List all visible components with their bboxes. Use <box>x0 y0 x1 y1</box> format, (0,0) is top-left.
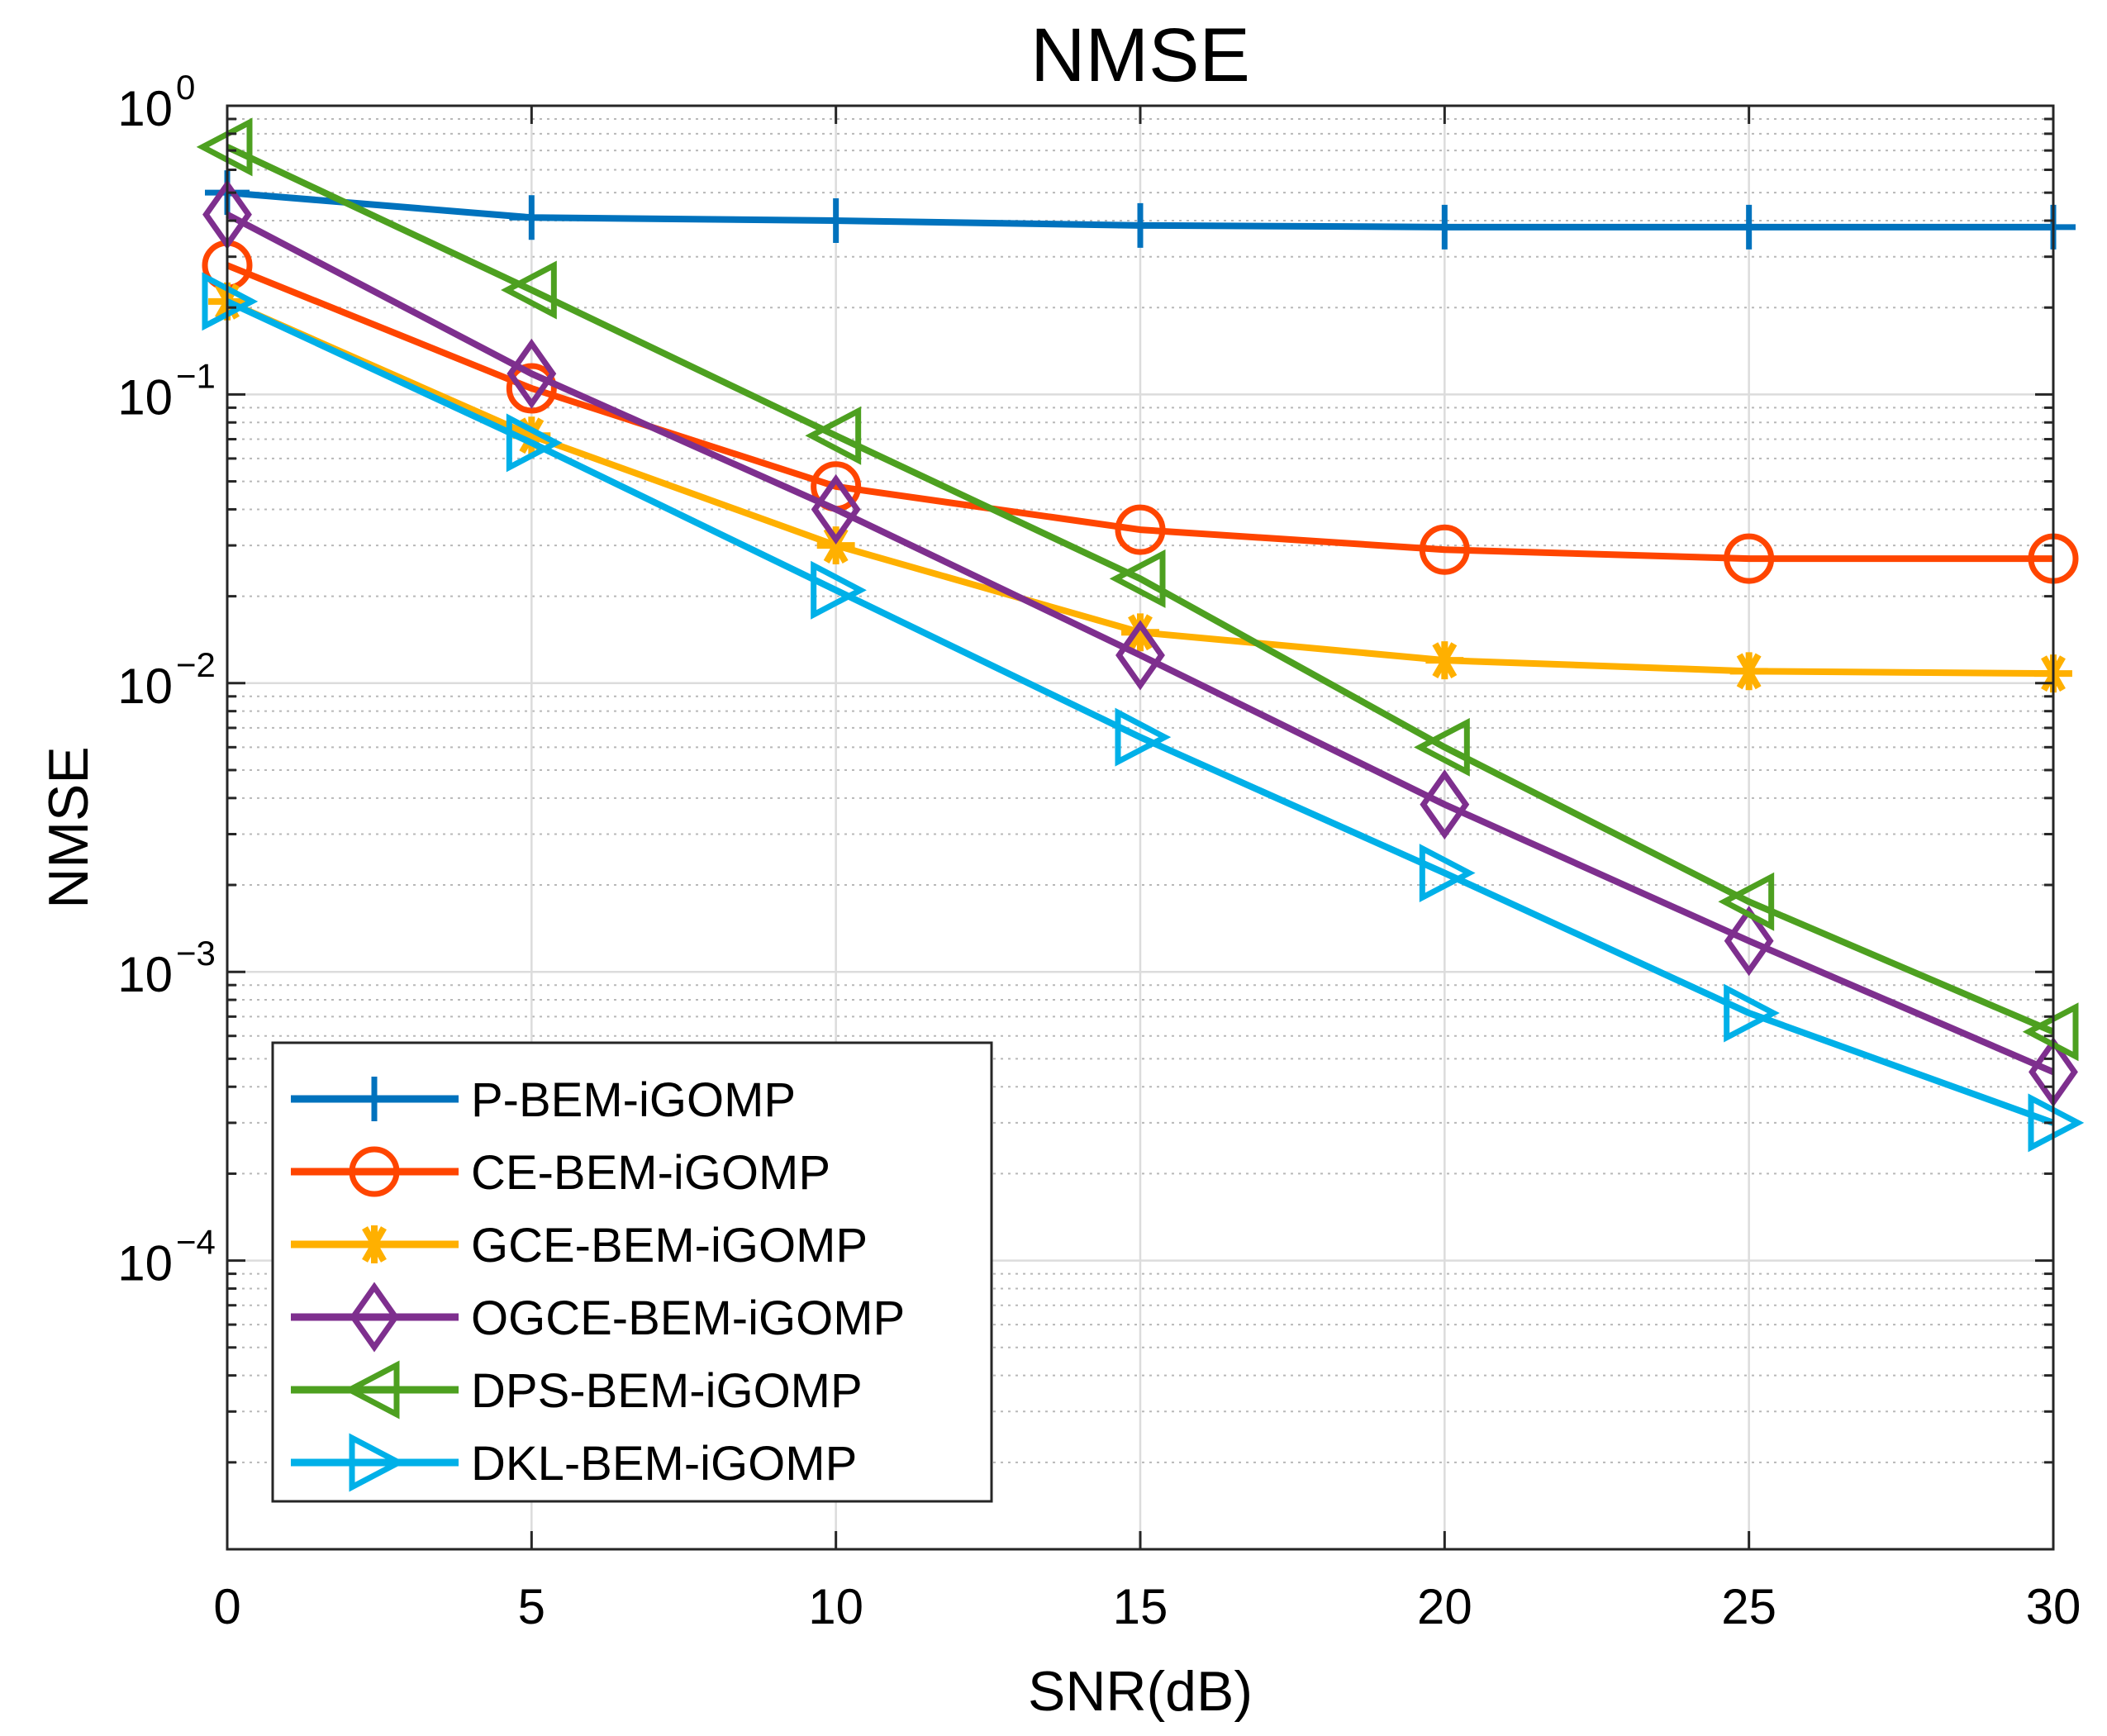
data-point <box>1425 641 1464 680</box>
y-axis-label: NMSE <box>37 746 100 908</box>
data-point <box>1718 872 1775 931</box>
data-point <box>1419 524 1470 575</box>
legend: P-BEM-iGOMP CE-BEM-iGOMP GCE-BEM-iGOMP OGCE… <box>271 1041 993 1503</box>
data-point <box>1724 533 1775 584</box>
data-point <box>805 406 862 465</box>
y-tick-exponent: −2 <box>176 645 216 684</box>
legend-entry-dkl-bem-igomp: DKL-BEM-iGOMP <box>291 1433 857 1492</box>
data-point <box>506 363 557 414</box>
y-tick-label: 10 <box>117 947 173 1002</box>
data-point <box>1420 769 1470 840</box>
data-point <box>1115 620 1165 691</box>
y-tick-exponent: −1 <box>176 356 216 395</box>
data-point <box>1422 204 1467 250</box>
y-tick-exponent: 0 <box>176 68 195 107</box>
series-line <box>226 298 2055 1126</box>
data-point <box>506 413 563 473</box>
data-point <box>1109 549 1166 608</box>
legend-marker <box>343 1360 400 1420</box>
legend-marker <box>352 1077 397 1121</box>
y-tick-label: 10 <box>117 369 173 425</box>
series-line <box>226 212 2055 1076</box>
data-point <box>1726 204 1772 250</box>
x-tick-label: 5 <box>518 1579 545 1634</box>
data-point <box>507 338 557 409</box>
data-point <box>1419 844 1476 903</box>
y-tick-label: 10 <box>117 659 173 714</box>
legend-box <box>271 1041 993 1503</box>
legend-marker <box>350 1282 399 1353</box>
series-dps-bem-igomp <box>196 117 2079 1062</box>
legend-entry-p-bem-igomp: P-BEM-iGOMP <box>291 1073 796 1127</box>
x-tick-label: 15 <box>1113 1579 1168 1634</box>
data-point <box>1724 906 1774 977</box>
data-point <box>811 560 867 620</box>
legend-label: DPS-BEM-iGOMP <box>471 1364 863 1418</box>
data-point <box>1115 707 1172 767</box>
x-axis-label: SNR(dB) <box>1028 1660 1253 1723</box>
legend-label: OGCE-BEM-iGOMP <box>471 1291 905 1345</box>
series-ogce-bem-igomp <box>202 179 2078 1107</box>
data-point <box>813 198 858 244</box>
x-tick-label: 0 <box>213 1579 240 1634</box>
legend-marker <box>355 1225 393 1263</box>
data-point <box>1118 202 1163 248</box>
data-point <box>1414 717 1470 777</box>
x-tick-label: 25 <box>1721 1579 1776 1634</box>
legend-entry-ogce-bem-igomp: OGCE-BEM-iGOMP <box>291 1282 905 1353</box>
series-line <box>226 144 2055 1035</box>
legend-entry-dps-bem-igomp: DPS-BEM-iGOMP <box>291 1360 863 1420</box>
y-tick-exponent: −4 <box>176 1223 216 1262</box>
data-point <box>1115 504 1166 555</box>
legend-entry-ce-bem-igomp: CE-BEM-iGOMP <box>291 1146 830 1200</box>
series-layer <box>196 117 2085 1153</box>
chart-title: NMSE <box>1030 13 1250 98</box>
legend-label: DKL-BEM-iGOMP <box>471 1437 857 1491</box>
y-tick-label: 10 <box>117 1236 173 1291</box>
data-point <box>811 473 861 545</box>
series-line <box>226 262 2053 563</box>
axes <box>226 104 2055 1551</box>
x-tick-label: 30 <box>2026 1579 2081 1634</box>
data-point <box>1724 983 1780 1043</box>
legend-label: GCE-BEM-iGOMP <box>471 1219 868 1272</box>
legend-label: CE-BEM-iGOMP <box>471 1146 830 1200</box>
series-dkl-bem-igomp <box>202 272 2085 1153</box>
y-tick-label: 10 <box>117 81 173 136</box>
y-tick-exponent: −3 <box>176 934 216 973</box>
legend-label: P-BEM-iGOMP <box>471 1073 796 1127</box>
data-point <box>509 195 554 240</box>
x-tick-label: 20 <box>1417 1579 1472 1634</box>
x-tick-label: 10 <box>808 1579 863 1634</box>
legend-entry-gce-bem-igomp: GCE-BEM-iGOMP <box>291 1219 868 1272</box>
data-point <box>501 260 557 320</box>
legend-marker <box>349 1146 400 1197</box>
legend-marker <box>349 1433 406 1492</box>
data-point <box>1121 613 1159 652</box>
data-point <box>1729 652 1768 691</box>
